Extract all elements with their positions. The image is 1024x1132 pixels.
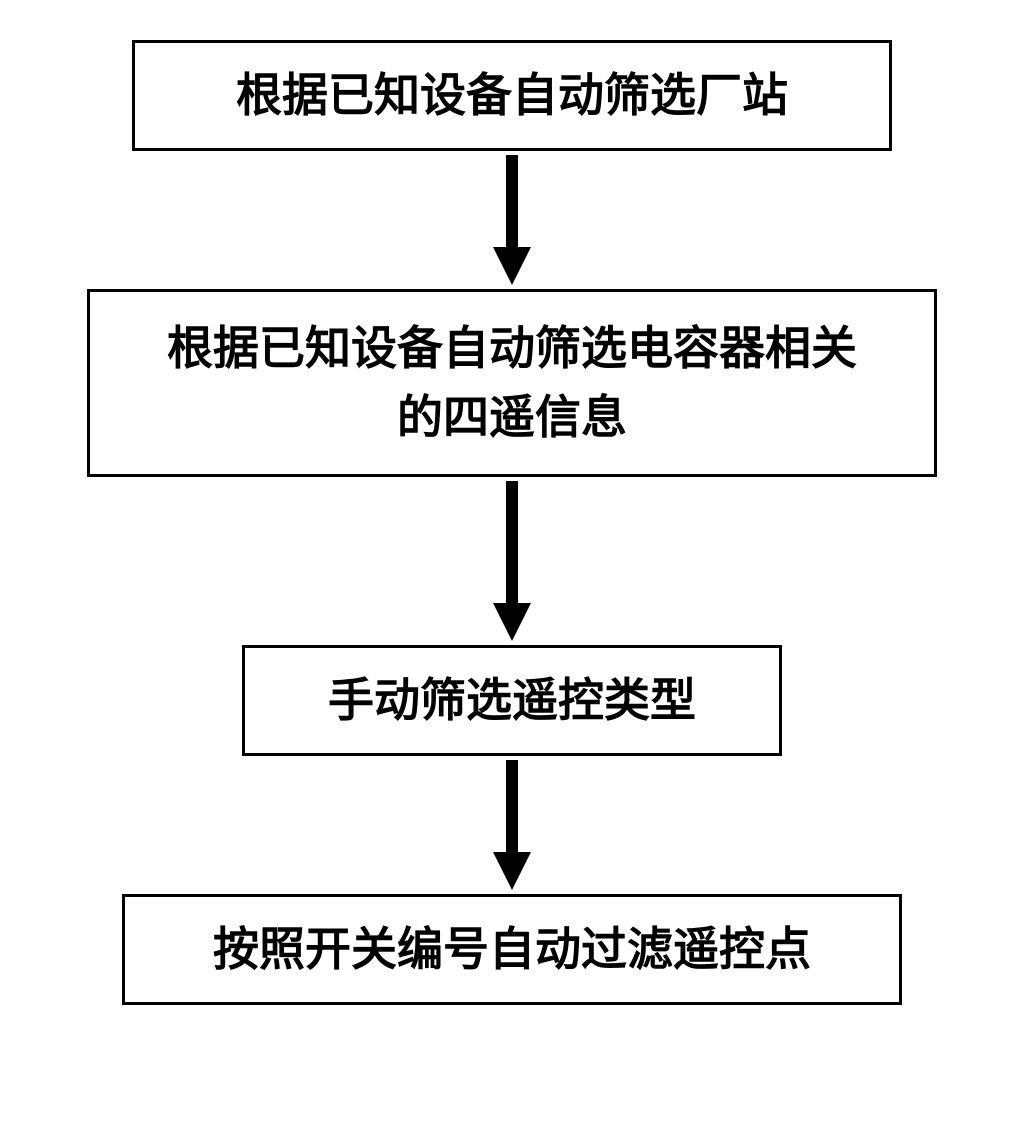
step-2-label-line1: 根据已知设备自动筛选电容器相关 — [167, 323, 857, 374]
flowchart-step-3: 手动筛选遥控类型 — [242, 645, 782, 756]
step-4-label: 按照开关编号自动过滤遥控点 — [213, 924, 811, 975]
flowchart-container: 根据已知设备自动筛选厂站 根据已知设备自动筛选电容器相关 的四遥信息 手动筛选遥… — [0, 0, 1024, 1005]
arrow-1 — [487, 155, 537, 285]
flowchart-step-2: 根据已知设备自动筛选电容器相关 的四遥信息 — [87, 289, 937, 477]
flowchart-step-4: 按照开关编号自动过滤遥控点 — [122, 894, 902, 1005]
arrow-3 — [487, 760, 537, 890]
step-3-label: 手动筛选遥控类型 — [328, 675, 696, 726]
step-2-label-line2: 的四遥信息 — [397, 392, 627, 443]
step-1-label: 根据已知设备自动筛选厂站 — [236, 70, 788, 121]
arrow-2 — [487, 481, 537, 641]
flowchart-step-1: 根据已知设备自动筛选厂站 — [132, 40, 892, 151]
